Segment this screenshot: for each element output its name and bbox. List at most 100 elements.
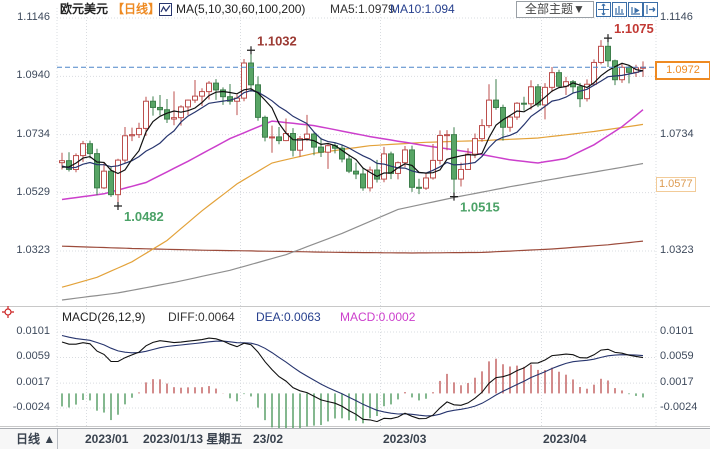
candle [542,86,548,106]
ma-line-ma60 [61,123,644,288]
candle [472,138,478,155]
pan-right-icon[interactable] [643,2,658,17]
price-marker-label: 1.0482 [124,209,164,224]
candle [465,153,471,170]
candle [486,99,492,127]
candle [269,136,275,139]
candle [444,134,450,137]
candle [94,153,100,189]
price-axis-label: 1.1146 [660,11,693,23]
macd-dea-line [61,334,644,417]
candle [374,169,380,180]
candle [402,149,408,164]
period-tag: 【日线】 [112,2,161,16]
price-axis-label: 1.1146 [17,11,50,23]
candle [318,146,324,153]
macd-axis-label: 0.0017 [660,376,694,388]
ma10-value: MA10:1.094 [390,2,455,16]
candle [255,84,261,118]
ma-line-ma10 [61,70,644,174]
candle [199,91,205,97]
candle [248,62,254,86]
candle [626,66,632,73]
price-axis-label: 1.0940 [16,69,50,81]
time-tick: 23/02 [253,432,284,446]
macd-axis-label: 0.0059 [16,350,50,362]
ma-line-ma30 [61,109,644,201]
price-axis-label: 1.0529 [16,186,50,198]
candle [325,145,331,153]
macd-axis-label: 0.0017 [16,376,50,388]
extreme-marker [604,34,612,43]
candle [619,66,625,81]
candle [129,134,135,137]
ma-line-ma200 [61,240,644,254]
macd-dea-value: DEA:0.0063 [256,310,321,324]
macd-axis-label: 0.0059 [660,350,694,362]
candle [185,99,191,108]
candle [59,160,65,164]
candle [479,125,485,140]
candle [437,134,443,161]
candle [262,116,268,138]
candle [290,133,296,151]
candle [241,62,247,99]
ma-chart-icon [159,3,172,18]
candle [339,147,345,160]
symbol-title: 欧元美元 [60,2,109,16]
extreme-marker [114,201,122,210]
candle [143,100,149,129]
ma-line-ma100 [61,162,644,301]
candle [577,86,583,100]
candle [612,60,618,81]
candle [157,106,163,111]
candle [591,61,597,85]
candle [192,95,198,101]
crosshair-date: 2023/01/13 星期五 [143,432,243,446]
marker-tool-icon[interactable] [2,305,14,318]
candle [80,143,86,157]
candle [605,45,611,62]
candle [528,86,534,105]
extreme-marker [450,192,458,201]
price-marker-label: 1.0515 [460,200,500,215]
candle [423,177,429,189]
theme-selector-dropdown[interactable]: 全部主题▼ [516,1,594,18]
footer-divider [57,429,58,449]
play-chart-icon[interactable] [628,2,643,17]
candle [101,170,107,189]
candle [136,127,142,136]
secondary-price-tag: 1.0577 [656,177,696,192]
candle [150,100,156,108]
ma-line-ma5 [61,62,644,178]
candle [584,83,590,100]
macd-axis-label: -0.0024 [660,401,698,413]
candle [304,133,310,140]
chart-canvas[interactable]: 1.1032 1.0482 1.0515 1.1075 [0,0,710,428]
macd-value: MACD:0.0002 [340,310,416,324]
current-price-tag: 1.0972 [655,61,710,80]
candle [346,158,352,172]
crosshair-icon[interactable] [596,2,611,17]
time-tick: 2023/03 [383,432,427,446]
candle [388,153,394,174]
price-axis-label: 1.0734 [16,128,50,140]
candle [514,102,520,118]
candle [276,136,282,142]
candle [507,116,513,128]
candle [87,143,93,155]
overlay-chart-icon[interactable] [612,2,627,17]
macd-axis-label: 0.0101 [660,325,694,337]
time-tick: 2023/01 [85,432,129,446]
price-marker-label: 1.1032 [257,33,297,48]
price-axis-label: 1.0323 [660,244,694,256]
candle [409,149,415,188]
price-axis-label: 1.0734 [660,128,694,140]
candle [171,117,177,120]
candle [493,99,499,108]
period-selector[interactable]: 日线 ▲ [16,432,56,446]
candle [115,159,121,196]
candle [213,82,219,91]
time-axis-bar: 日线 ▲ 2023/01 2023/01/13 星期五 23/02 2023/0… [0,428,710,449]
